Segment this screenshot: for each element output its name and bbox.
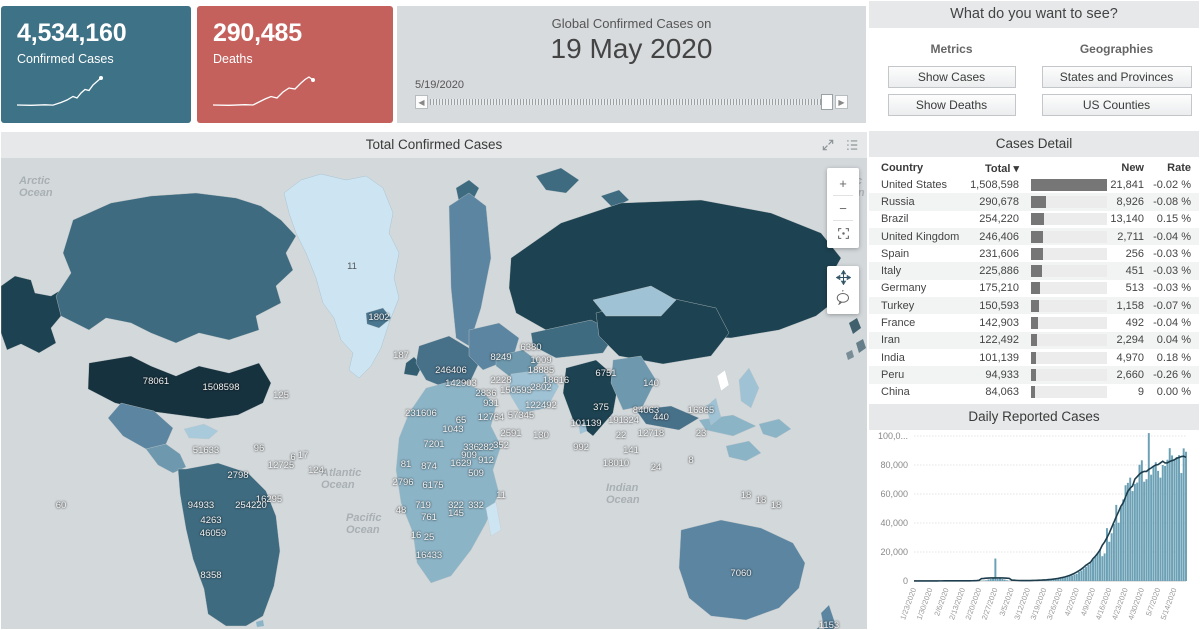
svg-text:2/27/2020: 2/27/2020	[980, 587, 1000, 621]
svg-text:60,000: 60,000	[880, 489, 908, 499]
svg-text:5/14/2020: 5/14/2020	[1159, 587, 1179, 621]
svg-text:4/2/2020: 4/2/2020	[1062, 587, 1080, 618]
svg-text:5/7/2020: 5/7/2020	[1144, 587, 1162, 618]
svg-text:4/9/2020: 4/9/2020	[1079, 587, 1097, 618]
svg-text:20,000: 20,000	[880, 547, 908, 557]
svg-text:1/30/2020: 1/30/2020	[915, 587, 935, 621]
svg-text:3/5/2020: 3/5/2020	[997, 587, 1015, 618]
svg-text:80,000: 80,000	[880, 460, 908, 470]
svg-text:0: 0	[903, 576, 908, 586]
svg-text:2/6/2020: 2/6/2020	[932, 587, 950, 618]
svg-text:3/26/2020: 3/26/2020	[1045, 587, 1065, 621]
svg-text:100,0...: 100,0...	[878, 431, 908, 441]
svg-text:40,000: 40,000	[880, 518, 908, 528]
svg-text:4/30/2020: 4/30/2020	[1126, 587, 1146, 621]
